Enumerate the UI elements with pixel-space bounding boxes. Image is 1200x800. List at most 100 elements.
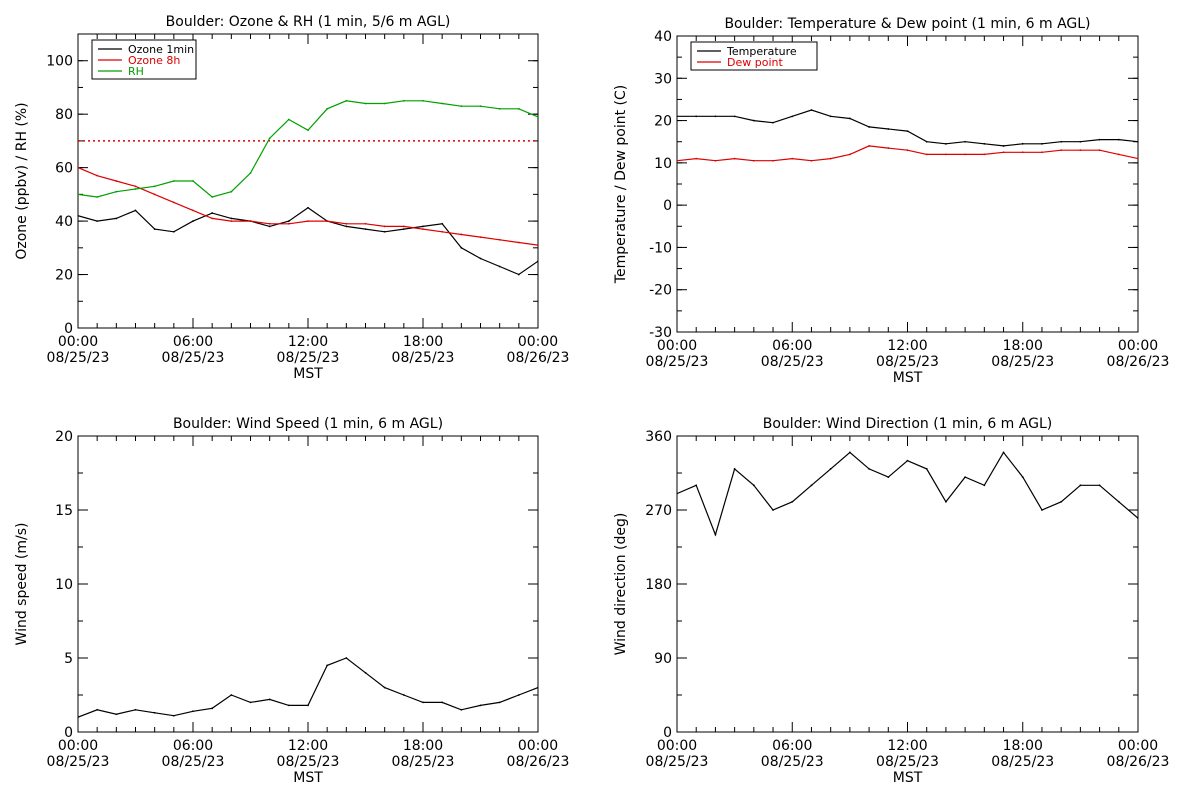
series-point — [714, 159, 717, 162]
legend-entry: Ozone 1min — [128, 43, 194, 56]
chart-title: Boulder: Wind Speed (1 min, 6 m AGL) — [173, 416, 443, 432]
series-point — [1098, 138, 1101, 141]
x-tick-label: 06:00 — [173, 334, 213, 350]
x-date-label: 08/25/23 — [991, 754, 1054, 770]
series-point — [964, 153, 967, 156]
y-tick-label: -20 — [649, 283, 672, 299]
x-tick-label: 12:00 — [887, 738, 927, 754]
y-tick-label: 20 — [55, 429, 73, 445]
series-point — [153, 185, 156, 188]
series-point — [677, 492, 678, 495]
series-point — [964, 140, 967, 143]
series-point — [441, 222, 444, 225]
series-point — [1117, 153, 1120, 156]
series-line-ozone-1min — [78, 206, 538, 276]
x-tick-label: 18:00 — [1003, 738, 1043, 754]
x-tick-label: 00:00 — [58, 738, 98, 754]
chart-title: Boulder: Wind Direction (1 min, 6 m AGL) — [763, 416, 1052, 432]
series-point — [326, 664, 329, 667]
series-point — [752, 119, 755, 122]
series-point — [1041, 142, 1043, 145]
series-point — [115, 713, 118, 716]
series-point — [153, 193, 156, 196]
series-point — [1060, 140, 1063, 143]
series-point — [752, 159, 755, 162]
series-point — [1079, 140, 1082, 143]
y-tick-label: 10 — [654, 156, 672, 172]
series-point — [268, 698, 271, 701]
series-point — [460, 233, 463, 236]
series-point — [364, 102, 367, 105]
series-point — [134, 209, 137, 212]
series-line-rh — [78, 100, 538, 198]
series-point — [517, 694, 520, 696]
series-point — [230, 220, 233, 222]
series-line-dew-point — [677, 145, 1138, 162]
series-point — [925, 153, 928, 156]
series-point — [211, 217, 214, 220]
chart-temp_dew: Boulder: Temperature & Dew point (1 min,… — [613, 16, 1169, 386]
series-point — [1021, 476, 1024, 479]
x-date-label: 08/25/23 — [392, 754, 455, 770]
series-point — [249, 172, 252, 174]
series-point — [78, 716, 79, 719]
series-point — [422, 225, 424, 228]
series-point — [78, 193, 79, 196]
series-point — [1021, 142, 1024, 145]
series-point — [1137, 140, 1138, 143]
x-date-label: 08/25/23 — [277, 350, 340, 366]
y-tick-label: 15 — [55, 503, 73, 519]
series-point — [791, 500, 794, 503]
x-tick-label: 00:00 — [657, 338, 697, 354]
y-tick-label: 0 — [663, 725, 672, 741]
series-point — [1060, 500, 1063, 503]
series-point — [887, 476, 890, 479]
series-point — [441, 230, 444, 233]
y-tick-label: 80 — [55, 107, 73, 123]
x-tick-label: 12:00 — [288, 334, 328, 350]
x-tick-label: 00:00 — [58, 334, 98, 350]
x-tick-label: 00:00 — [518, 334, 558, 350]
series-point — [479, 704, 482, 707]
series-point — [829, 467, 832, 470]
y-axis-label: Temperature / Dew point (C) — [613, 85, 629, 284]
series-point — [230, 190, 233, 193]
y-tick-label: 60 — [55, 161, 73, 177]
y-tick-label: 270 — [645, 503, 672, 519]
series-point — [326, 220, 329, 222]
x-axis-label: MST — [893, 370, 923, 386]
series-point — [983, 153, 986, 156]
series-point — [945, 153, 947, 156]
x-date-label: 08/25/23 — [646, 354, 709, 370]
series-point — [172, 201, 175, 204]
series-point — [1041, 509, 1043, 511]
series-point — [172, 714, 175, 717]
series-point — [460, 105, 463, 108]
x-date-label: 08/25/23 — [47, 350, 110, 366]
series-point — [868, 126, 870, 128]
series-point — [1137, 517, 1138, 520]
x-tick-label: 12:00 — [288, 738, 328, 754]
series-point — [479, 105, 482, 108]
legend-entry: Dew point — [727, 56, 783, 69]
series-point — [925, 140, 928, 143]
series-point — [249, 220, 252, 222]
series-point — [695, 484, 698, 487]
series-point — [848, 451, 851, 454]
series-point — [192, 209, 194, 212]
series-point — [211, 212, 214, 214]
series-point — [1041, 151, 1043, 154]
x-date-label: 08/26/23 — [507, 754, 570, 770]
series-point — [402, 228, 405, 231]
plot-frame — [676, 435, 1139, 733]
series-point — [829, 157, 832, 160]
series-point — [517, 107, 520, 110]
series-point — [383, 230, 386, 233]
series-point — [1098, 149, 1101, 152]
series-point — [498, 701, 501, 704]
series-point — [345, 225, 348, 228]
y-tick-label: 20 — [654, 114, 672, 130]
x-date-label: 08/25/23 — [876, 754, 939, 770]
series-point — [733, 467, 736, 470]
series-point — [96, 220, 99, 222]
